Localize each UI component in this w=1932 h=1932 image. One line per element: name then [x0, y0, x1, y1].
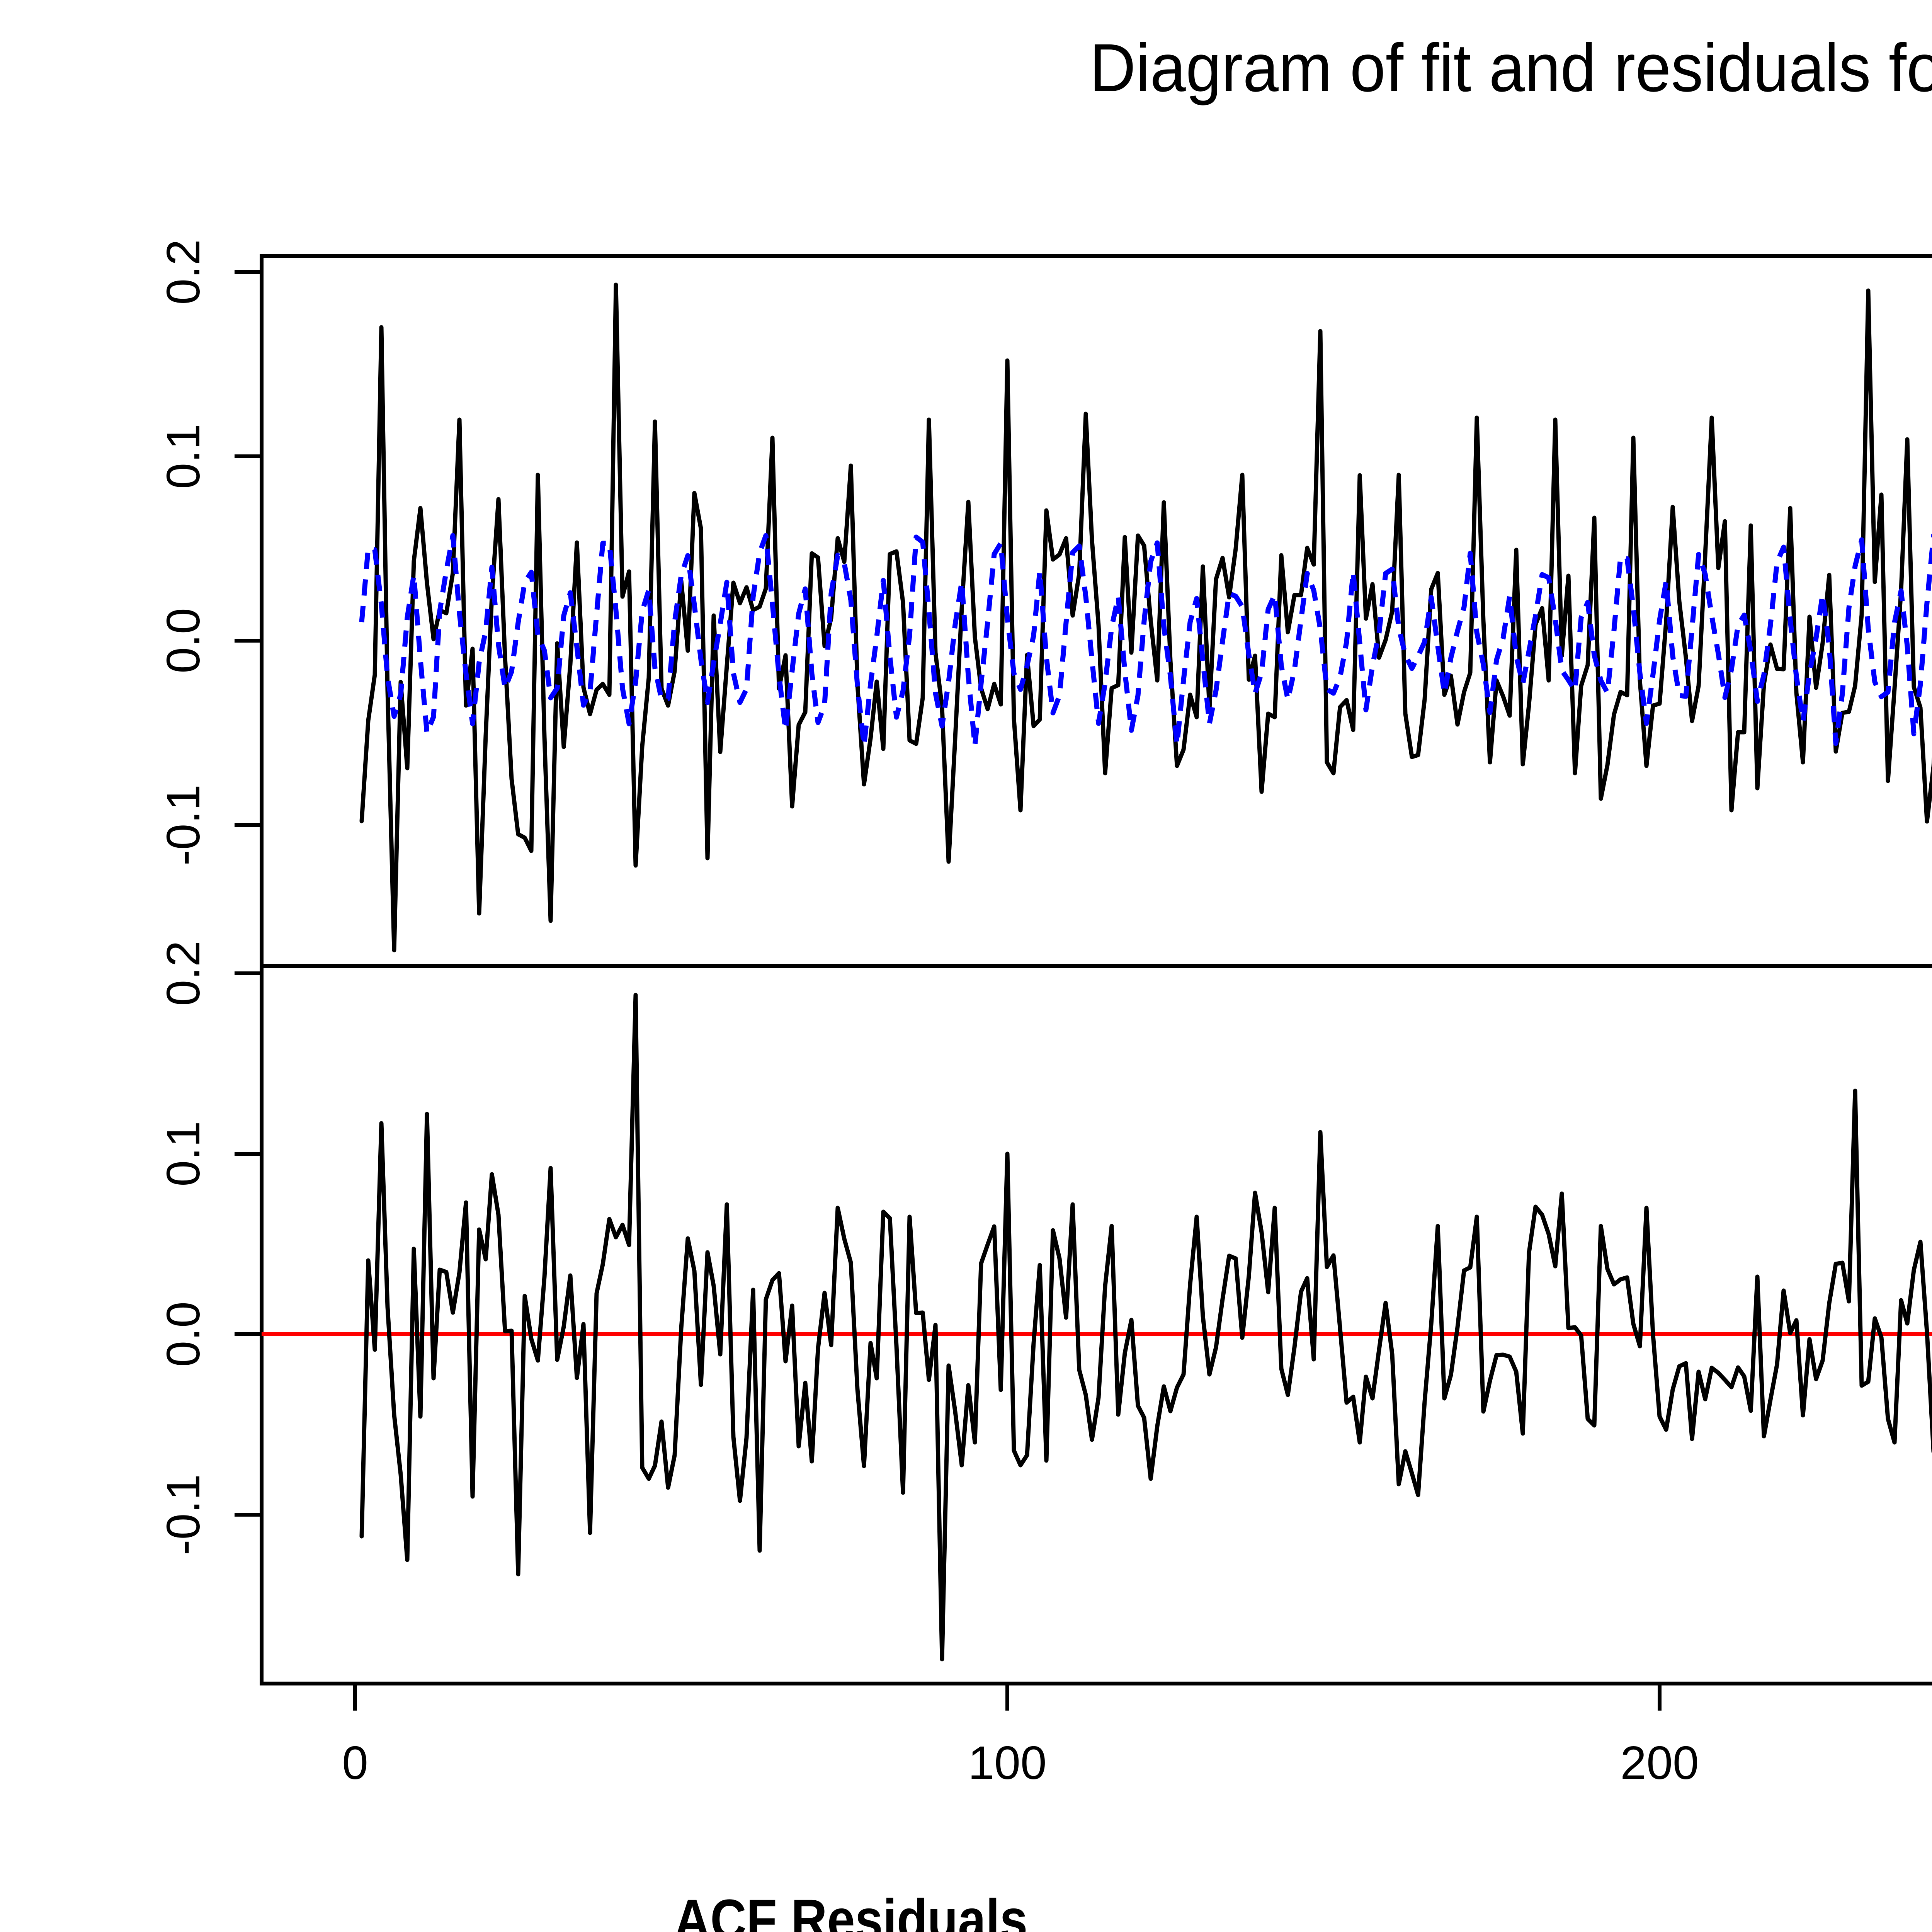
svg-text:0.1: 0.1 [157, 423, 209, 489]
svg-text:0.2: 0.2 [157, 239, 209, 305]
svg-text:0.0: 0.0 [157, 608, 209, 673]
svg-text:200: 200 [1620, 1736, 1699, 1789]
svg-text:Diagram of fit and residuals f: Diagram of fit and residuals for Alfalfa [1090, 30, 1932, 106]
svg-text:0.1: 0.1 [157, 1121, 209, 1187]
svg-text:-0.1: -0.1 [157, 1474, 209, 1555]
svg-text:0.0: 0.0 [157, 1301, 209, 1367]
svg-text:-0.1: -0.1 [157, 784, 209, 866]
svg-text:ACF Residuals: ACF Residuals [674, 1888, 1028, 1932]
svg-text:0.2: 0.2 [157, 940, 209, 1006]
svg-text:0: 0 [342, 1736, 368, 1789]
svg-text:100: 100 [968, 1736, 1047, 1789]
